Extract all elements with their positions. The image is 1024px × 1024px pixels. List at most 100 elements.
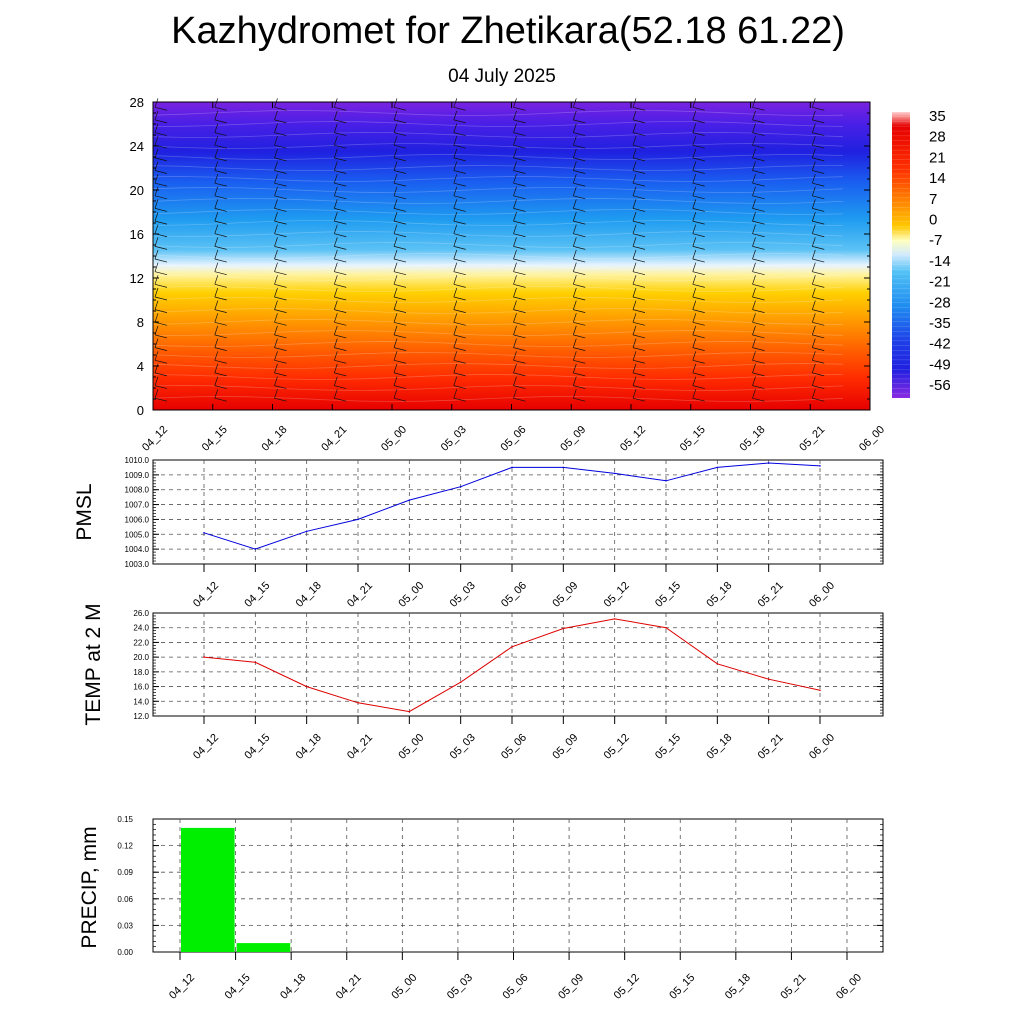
wind-barb (572, 110, 586, 124)
x-tick-label: 06_00 (857, 424, 887, 454)
precip-bar (236, 943, 291, 952)
colorbar-label: -7 (929, 232, 942, 249)
x-tick-label: 04_15 (223, 972, 253, 1002)
wind-barb (811, 199, 825, 212)
colorbar (892, 112, 910, 398)
colorbar-label: -42 (929, 336, 951, 353)
x-tick-label: 05_15 (653, 732, 683, 762)
wind-barb (692, 249, 705, 263)
x-tick-label: 05_15 (667, 972, 697, 1002)
wind-barb (453, 325, 466, 339)
wind-barb (513, 161, 526, 174)
pmsl-point (254, 548, 257, 550)
wind-barb (214, 174, 227, 187)
wind-barb (154, 275, 168, 288)
wind-barb (214, 338, 227, 351)
wind-barb (752, 98, 765, 111)
wind-barb (572, 262, 586, 276)
temp-point (819, 689, 821, 692)
x-tick-label: 05_18 (704, 732, 734, 762)
wind-barb (692, 313, 705, 326)
wind-barb (692, 275, 705, 288)
temp-point (459, 681, 462, 683)
temp-point (767, 678, 770, 680)
wind-barb (752, 199, 765, 212)
contour-line (152, 187, 844, 193)
x-tick-label: 04_21 (345, 732, 375, 762)
wind-barb (572, 237, 586, 250)
x-tick-label: 04_18 (294, 580, 324, 610)
wind-barb (333, 376, 347, 389)
wind-barb (393, 110, 407, 124)
wind-barb (811, 123, 825, 136)
x-tick-label: 05_21 (797, 424, 827, 454)
wind-barb (274, 186, 287, 200)
wind-barb (214, 300, 227, 313)
wind-barb (453, 161, 466, 174)
wind-barb (393, 123, 407, 136)
y-tick-label: 14.0 (133, 697, 149, 706)
y-tick-label: 1007.0 (125, 501, 150, 510)
wind-barb (572, 123, 586, 136)
temp-point (305, 685, 308, 688)
colorbar-label: -14 (929, 253, 951, 270)
colorbar-label: 28 (929, 129, 946, 146)
wind-barb (274, 287, 287, 301)
wind-barb (214, 98, 227, 111)
wind-barb (811, 300, 825, 313)
wind-barb (333, 98, 347, 111)
wind-barb (632, 199, 646, 212)
wind-barb (274, 224, 287, 238)
wind-barb (513, 287, 526, 301)
pmsl-point (203, 532, 205, 534)
contour-line (152, 374, 844, 380)
wind-barb (752, 110, 765, 124)
wind-barb (333, 287, 347, 301)
contour-line (152, 396, 844, 402)
wind-barb (393, 313, 407, 326)
pmsl-point (357, 518, 359, 521)
y-tick-label: 0.12 (117, 842, 133, 851)
wind-barb (393, 262, 407, 276)
wind-barb (274, 262, 287, 276)
y-tick-label: 0.09 (117, 868, 133, 877)
page-subtitle: 04 July 2025 (448, 66, 556, 87)
wind-barb (632, 313, 646, 326)
wind-barb (811, 237, 825, 250)
colorbar-label: 0 (929, 212, 937, 229)
wind-barb (333, 110, 347, 124)
wind-barb (752, 313, 765, 326)
wind-barb (513, 123, 526, 136)
wind-barb (274, 148, 287, 162)
wind-barb (811, 249, 825, 263)
x-tick-label: 05_12 (602, 580, 632, 610)
y-tick-label: 1003.0 (125, 560, 150, 569)
wind-barb (453, 174, 466, 187)
wind-barb (752, 186, 765, 200)
wind-barb (453, 237, 466, 250)
x-tick-label: 04_21 (345, 580, 375, 610)
wind-barb (632, 363, 646, 377)
wind-barb (752, 161, 765, 174)
wind-barb (752, 389, 765, 402)
pmsl-point (408, 499, 411, 501)
wind-barb (453, 287, 466, 301)
pmsl-point (459, 485, 462, 488)
x-tick-label: 05_12 (618, 424, 648, 454)
wind-barb (811, 351, 825, 364)
colorbar-label: -35 (929, 315, 951, 332)
wind-barb (692, 325, 705, 339)
wind-barb (632, 237, 646, 250)
contour-line (152, 275, 844, 281)
wind-barb (513, 351, 526, 364)
wind-barb (274, 136, 287, 149)
wind-barb (572, 211, 586, 225)
pmsl-point (716, 466, 719, 469)
wind-barb (154, 174, 168, 187)
wind-barb (274, 249, 287, 263)
wind-barb (572, 98, 586, 111)
wind-barb (393, 211, 407, 225)
contour-line (152, 363, 844, 369)
wind-barb (632, 211, 646, 225)
wind-barb (333, 363, 347, 377)
